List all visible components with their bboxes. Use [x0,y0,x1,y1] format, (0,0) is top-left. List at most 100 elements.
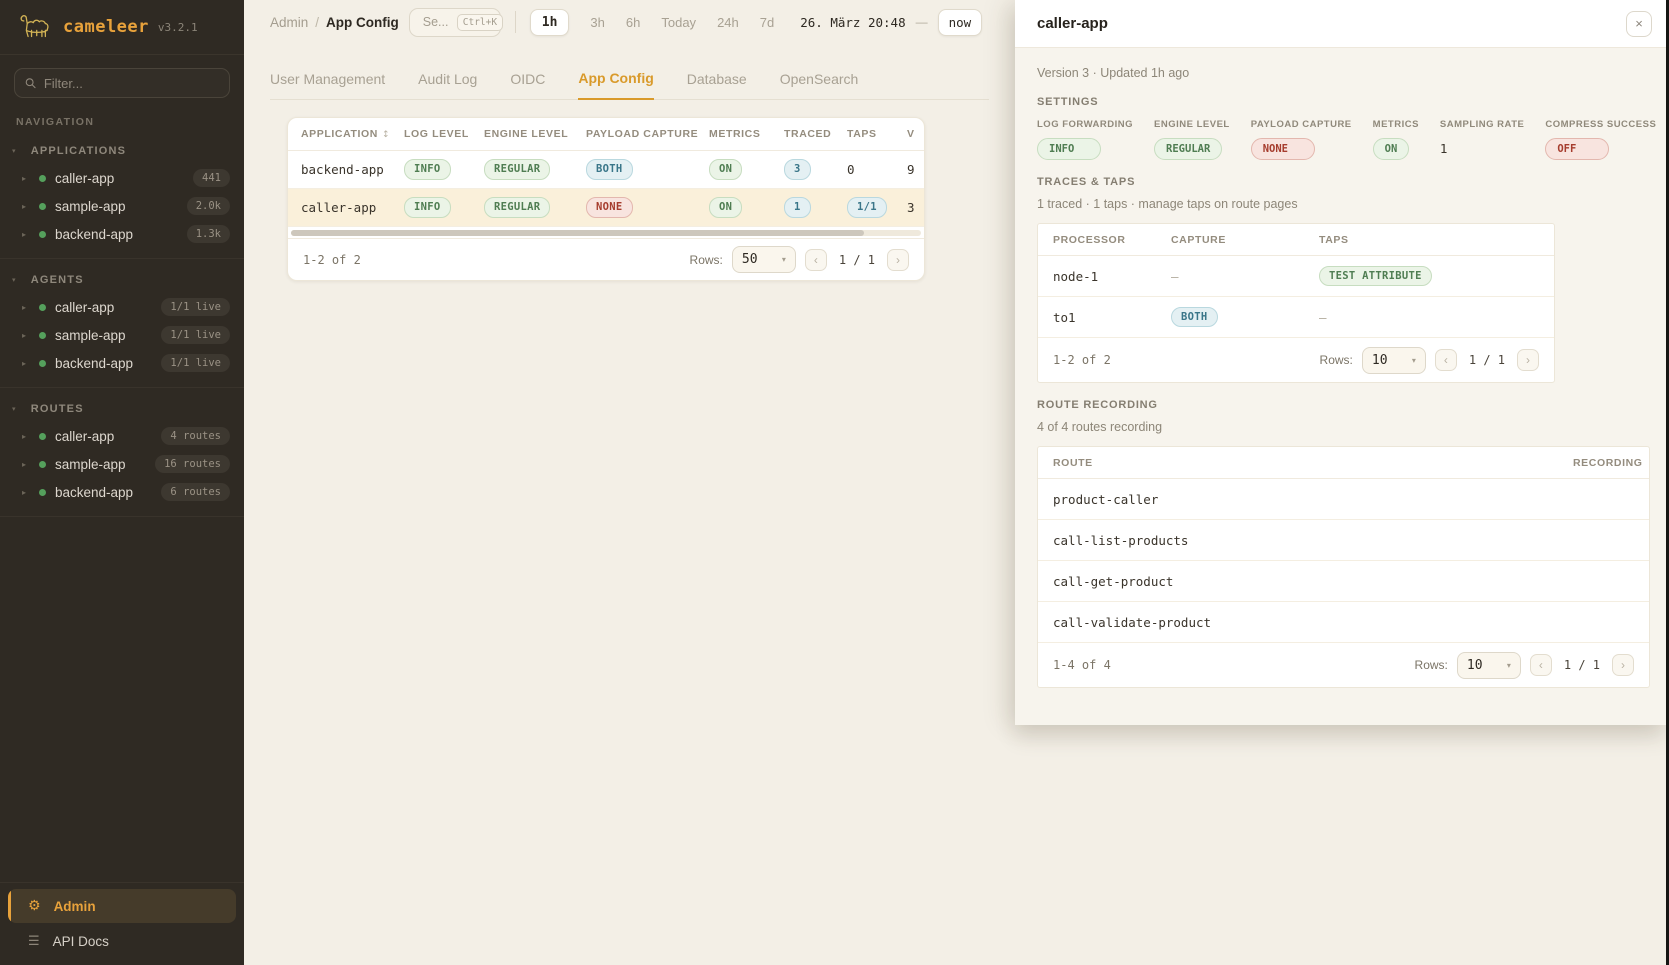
cell-taps: 0 [847,162,855,177]
rows-per-page-select[interactable]: 10 ▾ [1361,346,1426,374]
sidebar-filter[interactable] [14,68,230,98]
count-badge: 1/1 live [161,326,230,344]
sidebar-item-sample-app[interactable]: ▸ sample-app 2.0k [0,192,244,220]
tab-app-config[interactable]: App Config [578,70,654,100]
field-engine-level: ENGINE LEVEL REGULAR [1154,119,1230,160]
prev-page-button[interactable]: ‹ [804,248,827,271]
route-row-product-caller[interactable]: product-caller [1038,479,1649,520]
chevron-down-icon: ▾ [12,276,17,284]
sidebar-item-caller-app[interactable]: ▸ caller-app 4 routes [0,422,244,450]
next-page-button[interactable]: › [887,248,909,271]
taps-badge: 1/1 [847,197,887,218]
filter-input[interactable] [43,75,219,91]
rows-per-page-label: Rows: [1414,658,1448,672]
engine-level-value[interactable]: REGULAR [1154,138,1223,160]
trace-row-node-1[interactable]: node-1 — TEST ATTRIBUTE [1038,256,1554,297]
tab-audit-log[interactable]: Audit Log [418,71,478,87]
sidebar-item-backend-app[interactable]: ▸ backend-app 1.3k [0,220,244,248]
time-to-button[interactable]: now [937,8,983,36]
sidebar-item-sample-app[interactable]: ▸ sample-app 16 routes [0,450,244,478]
sidebar-item-backend-app[interactable]: ▸ backend-app 1/1 live [0,349,244,377]
group-header-applications[interactable]: ▾ APPLICATIONS [0,138,244,164]
chevron-right-icon: ▸ [22,173,27,183]
log-level-badge: INFO [404,197,451,218]
rows-per-page-select[interactable]: 50 ▾ [731,246,796,273]
next-page-button[interactable]: › [1612,654,1634,676]
column-taps: TAPS [847,128,877,140]
status-dot [39,460,46,468]
nav-section-label: NAVIGATION [16,116,95,128]
group-label: APPLICATIONS [30,145,127,157]
search-input[interactable] [422,15,451,29]
cell-route: call-validate-product [1053,614,1212,630]
rows-per-page-select[interactable]: 10 ▾ [1456,651,1521,679]
range-button-3h[interactable]: 3h [590,14,605,30]
chevron-right-icon: ▸ [22,431,27,441]
horizontal-scrollbar[interactable] [291,230,921,236]
group-header-routes[interactable]: ▾ ROUTES [0,396,244,422]
toggle-knob [1556,542,1571,557]
metrics-value[interactable]: ON [1372,138,1410,160]
prev-page-button[interactable]: ‹ [1529,654,1552,676]
sidebar-item-caller-app[interactable]: ▸ caller-app 441 [0,164,244,192]
engine-level-badge: REGULAR [484,159,551,180]
metrics-badge: ON [709,159,743,180]
tab-user-management[interactable]: User Management [270,71,386,87]
time-separator: — [915,15,928,29]
range-button-7d[interactable]: 7d [759,14,775,30]
range-button-6h[interactable]: 6h [625,14,641,30]
time-from[interactable]: 26. März 20:48 [800,14,906,30]
sidebar-item-sample-app[interactable]: ▸ sample-app 1/1 live [0,321,244,349]
sidebar-item-admin[interactable]: ⚙ Admin [8,889,236,923]
range-button-1h[interactable]: 1h [529,8,570,36]
tab-database[interactable]: Database [686,71,747,87]
sidebar-item-backend-app[interactable]: ▸ backend-app 6 routes [0,478,244,506]
cell-application: caller-app [301,200,377,215]
tab-opensearch[interactable]: OpenSearch [779,71,859,87]
item-label: backend-app [55,355,134,371]
log-forwarding-value[interactable]: INFO [1037,138,1101,160]
payload-capture-value[interactable]: NONE [1250,138,1315,160]
sidebar-item-caller-app[interactable]: ▸ caller-app 1/1 live [0,293,244,321]
row-range-label: 1-4 of 4 [1053,658,1111,672]
cell-taps: — [1319,309,1327,325]
route-row-call-list-products[interactable]: call-list-products [1038,520,1649,561]
sidebar-item-api-docs[interactable]: ☰ API Docs [8,925,236,957]
scrollbar-thumb[interactable] [291,230,865,236]
trace-row-to1[interactable]: to1 BOTH — [1038,297,1554,338]
column-taps: TAPS [1319,233,1349,246]
item-label: sample-app [55,327,126,343]
table-row-caller-app[interactable]: caller-app INFO REGULAR NONE ON 1 1/1 3 [288,189,924,227]
rows-per-page-label: Rows: [1319,353,1353,367]
route-row-call-get-product[interactable]: call-get-product [1038,561,1649,602]
group-header-agents[interactable]: ▾ AGENTS [0,267,244,293]
field-payload-capture: PAYLOAD CAPTURE NONE [1250,119,1352,160]
global-search[interactable]: Ctrl+K [408,7,504,37]
column-application[interactable]: APPLICATION ↕ [301,128,391,140]
table-row-backend-app[interactable]: backend-app INFO REGULAR BOTH ON 3 0 9 [288,151,924,189]
breadcrumb-parent[interactable]: Admin [270,14,309,30]
chevron-right-icon: ▸ [22,487,27,497]
close-icon[interactable]: × [1626,10,1652,37]
traces-section-label: TRACES & TAPS [1037,176,1136,188]
status-dot [39,488,46,496]
column-payload-capture: PAYLOAD CAPTURE [586,128,699,140]
range-button-24h[interactable]: 24h [717,14,739,30]
column-metrics: METRICS [709,128,761,140]
brand-name: cameleer [63,17,149,37]
prev-page-button[interactable]: ‹ [1434,349,1457,371]
panel-title: caller-app [1037,15,1108,32]
item-label: caller-app [55,299,115,315]
field-metrics: METRICS ON [1372,119,1419,160]
cell-version: 3 [907,200,915,215]
compress-success-value[interactable]: OFF [1545,138,1610,160]
version-meta: Version 3 · Updated 1h ago [1037,66,1190,80]
range-button-today[interactable]: Today [661,14,697,30]
payload-capture-badge: NONE [586,197,633,218]
active-indicator [8,889,11,923]
tab-oidc[interactable]: OIDC [510,71,546,87]
column-version: V [907,128,915,140]
next-page-button[interactable]: › [1517,349,1539,371]
route-row-call-validate-product[interactable]: call-validate-product [1038,602,1649,643]
admin-tabs: User Management Audit Log OIDC App Confi… [270,44,989,100]
